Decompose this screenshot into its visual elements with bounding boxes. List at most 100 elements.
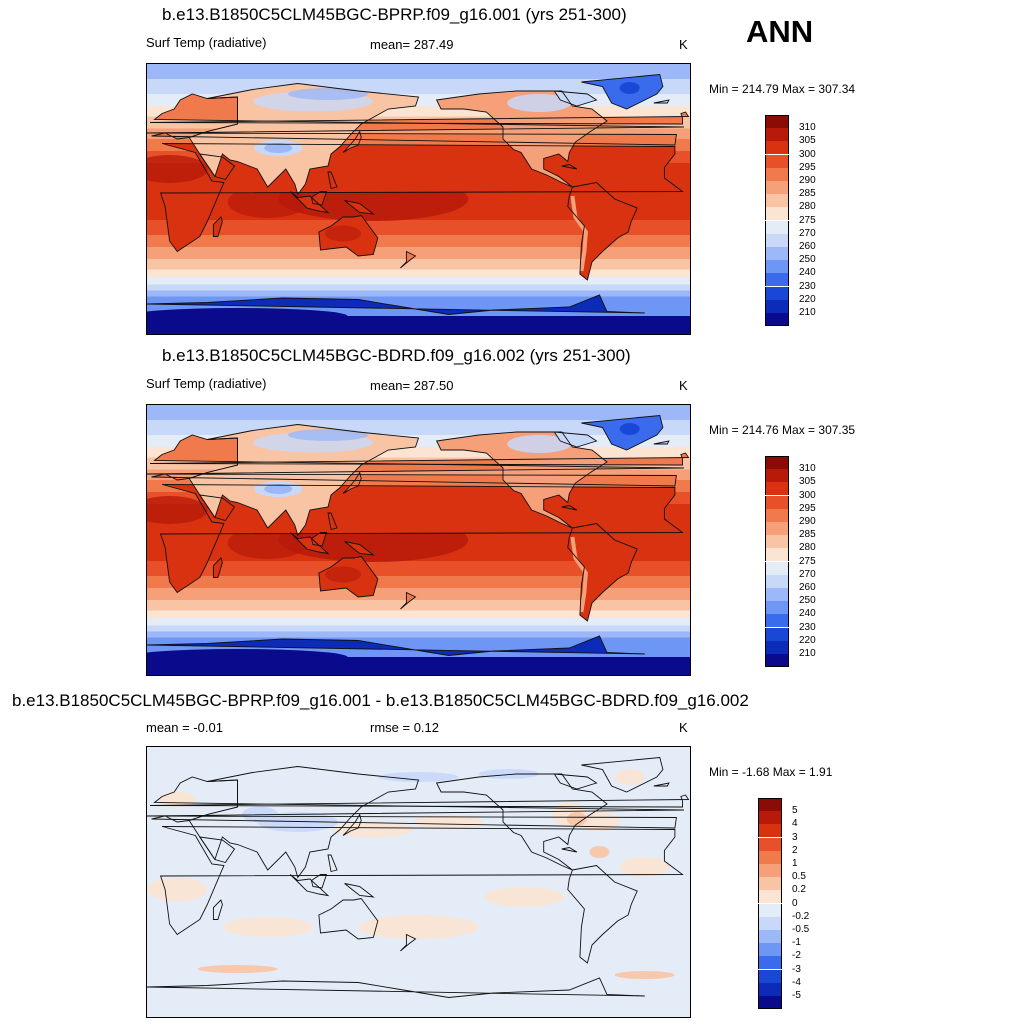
colorbar-label: -5 xyxy=(792,990,801,1001)
colorbar-swatch xyxy=(765,260,789,274)
panel-1-minmax: Min = 214.79 Max = 307.34 xyxy=(709,82,856,96)
colorbar-label: 230 xyxy=(799,621,816,633)
colorbar-swatch xyxy=(765,207,789,221)
colorbar-label: 310 xyxy=(799,463,816,475)
colorbar-label: 3 xyxy=(792,831,798,843)
colorbar-label: 285 xyxy=(799,188,816,200)
panel-1-map xyxy=(146,63,691,335)
colorbar-swatch xyxy=(765,614,789,628)
colorbar-swatch xyxy=(765,181,789,194)
panel-3-mean: mean = -0.01 xyxy=(146,720,223,735)
colorbar-label: 220 xyxy=(799,293,816,305)
colorbar-label: 5 xyxy=(792,805,798,817)
colorbar-swatch xyxy=(765,495,789,509)
colorbar-swatch xyxy=(765,313,789,326)
colorbar-swatch xyxy=(758,850,782,864)
colorbar-swatch xyxy=(758,877,782,891)
panel-2-variable-label: Surf Temp (radiative) xyxy=(146,376,267,391)
colorbar-swatch xyxy=(765,561,789,575)
panel-1-mean: mean= 287.49 xyxy=(370,37,454,52)
colorbar-swatch xyxy=(765,654,789,667)
colorbar-swatch xyxy=(765,640,789,654)
colorbar-label: -3 xyxy=(792,963,801,975)
colorbar-label: 290 xyxy=(799,516,816,527)
colorbar-label: 295 xyxy=(799,502,816,514)
colorbar-swatch xyxy=(758,982,782,996)
colorbar-label: 240 xyxy=(799,608,816,620)
colorbar-swatch xyxy=(765,627,789,641)
colorbar-swatch xyxy=(758,969,782,983)
colorbar-swatch xyxy=(765,194,789,208)
colorbar-label: -4 xyxy=(792,976,801,988)
panel-3-units: K xyxy=(679,720,688,735)
colorbar-swatch xyxy=(758,890,782,904)
colorbar-label: 210 xyxy=(799,648,816,659)
panel-2-map xyxy=(146,404,691,676)
colorbar-label: 0 xyxy=(792,897,798,909)
colorbar-swatch xyxy=(765,273,789,287)
panel-2-minmax: Min = 214.76 Max = 307.35 xyxy=(709,423,856,437)
panel-3-title: b.e13.B1850C5CLM45BGC-BPRP.f09_g16.001 -… xyxy=(12,691,749,710)
panel-3-map xyxy=(146,746,691,1018)
colorbar-label: 4 xyxy=(792,818,798,830)
colorbar-label: 0.2 xyxy=(792,884,806,896)
colorbar-swatch xyxy=(758,956,782,970)
colorbar-label: 305 xyxy=(799,135,816,147)
colorbar-label: 220 xyxy=(799,634,816,646)
colorbar-label: 270 xyxy=(799,227,816,239)
colorbar-swatch xyxy=(758,837,782,851)
colorbar-swatch xyxy=(758,811,782,825)
colorbar-label: 260 xyxy=(799,241,816,252)
colorbar-label: 270 xyxy=(799,568,816,580)
colorbar-swatch xyxy=(758,943,782,957)
colorbar-swatch xyxy=(765,548,789,562)
colorbar-swatch xyxy=(765,167,789,181)
colorbar-label: 280 xyxy=(799,201,816,213)
colorbar-label: 260 xyxy=(799,582,816,593)
colorbar-swatch xyxy=(765,299,789,313)
colorbar-label: -1 xyxy=(792,937,801,949)
colorbar-swatch xyxy=(765,574,789,588)
colorbar-swatch xyxy=(765,128,789,142)
panel-1-variable-label: Surf Temp (radiative) xyxy=(146,35,267,50)
season-label: ANN xyxy=(746,14,814,49)
colorbar-swatch xyxy=(765,220,789,234)
colorbar-label: -0.5 xyxy=(792,924,810,935)
colorbar-swatch xyxy=(765,115,789,128)
colorbar-label: 230 xyxy=(799,280,816,292)
panel-2-units: K xyxy=(679,378,688,393)
colorbar-swatch xyxy=(758,930,782,943)
colorbar-label: 275 xyxy=(799,555,816,567)
colorbar-swatch xyxy=(765,535,789,549)
colorbar-swatch xyxy=(765,456,789,469)
colorbar-swatch xyxy=(765,233,789,247)
colorbar-swatch xyxy=(758,903,782,917)
colorbar-swatch xyxy=(758,996,782,1009)
colorbar-label: 0.5 xyxy=(792,871,806,883)
colorbar-swatch xyxy=(758,824,782,838)
colorbar-swatch xyxy=(765,469,789,483)
colorbar-label: 295 xyxy=(799,161,816,173)
panel-2-title: b.e13.B1850C5CLM45BGC-BDRD.f09_g16.002 (… xyxy=(162,346,631,365)
panel-3-minmax: Min = -1.68 Max = 1.91 xyxy=(709,765,833,779)
colorbar-label: 285 xyxy=(799,529,816,541)
colorbar-label: 290 xyxy=(799,175,816,186)
colorbar-swatch xyxy=(758,916,782,930)
colorbar-label: 250 xyxy=(799,254,816,266)
colorbar-swatch xyxy=(758,798,782,811)
colorbar-swatch xyxy=(765,154,789,168)
colorbar-label: 280 xyxy=(799,542,816,554)
colorbar-label: -0.2 xyxy=(792,910,810,922)
colorbar-label: 240 xyxy=(799,267,816,279)
colorbar-label: 250 xyxy=(799,595,816,607)
colorbar-swatch xyxy=(765,141,789,155)
colorbar-label: 2 xyxy=(792,844,798,856)
colorbar-swatch xyxy=(765,286,789,300)
colorbar-swatch xyxy=(765,522,789,535)
panel-1-title: b.e13.B1850C5CLM45BGC-BPRP.f09_g16.001 (… xyxy=(162,5,627,24)
colorbar-swatch xyxy=(765,588,789,601)
colorbar-swatch xyxy=(758,864,782,877)
colorbar-swatch xyxy=(765,247,789,260)
panel-3-rmse: rmse = 0.12 xyxy=(370,720,440,735)
colorbar-swatch xyxy=(765,508,789,522)
